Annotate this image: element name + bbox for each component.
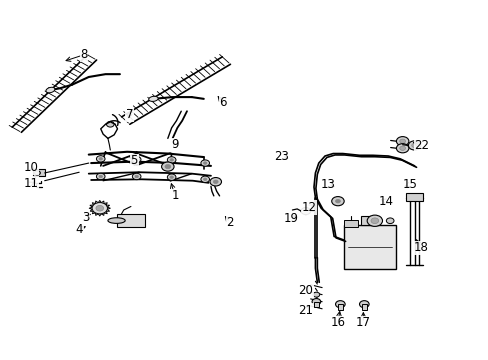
Text: 6: 6 (219, 96, 226, 109)
Circle shape (386, 218, 393, 224)
Circle shape (331, 197, 344, 206)
Circle shape (366, 215, 382, 226)
Text: 9: 9 (171, 138, 179, 151)
Circle shape (407, 141, 420, 150)
Circle shape (99, 175, 102, 178)
Circle shape (213, 180, 218, 184)
Circle shape (203, 162, 206, 164)
Circle shape (132, 173, 141, 180)
Text: 20: 20 (298, 284, 313, 297)
Text: 10: 10 (24, 161, 39, 174)
Text: 21: 21 (298, 304, 313, 317)
Text: 23: 23 (274, 149, 289, 162)
Circle shape (201, 160, 209, 166)
Circle shape (311, 298, 320, 305)
Circle shape (335, 199, 340, 203)
Circle shape (96, 156, 105, 162)
Bar (313, 302, 319, 307)
Text: 5: 5 (130, 154, 138, 167)
Circle shape (99, 158, 102, 160)
Text: 11: 11 (24, 177, 39, 190)
Text: 18: 18 (412, 241, 427, 254)
Circle shape (301, 207, 310, 215)
Circle shape (370, 218, 378, 224)
Circle shape (135, 175, 138, 178)
Circle shape (167, 157, 176, 163)
Text: 17: 17 (355, 316, 370, 329)
Circle shape (164, 165, 170, 169)
Bar (343, 220, 357, 227)
Bar (405, 193, 423, 201)
Circle shape (170, 176, 173, 179)
Ellipse shape (124, 218, 142, 224)
Text: 7: 7 (125, 108, 133, 121)
Circle shape (96, 206, 103, 211)
Text: 19: 19 (284, 212, 298, 225)
Bar (33, 170, 44, 176)
Text: 8: 8 (80, 48, 87, 61)
Circle shape (399, 139, 405, 143)
Circle shape (135, 158, 138, 161)
Circle shape (132, 156, 141, 163)
Circle shape (359, 301, 368, 308)
Circle shape (396, 144, 408, 153)
Circle shape (161, 162, 174, 171)
Circle shape (399, 146, 405, 150)
Text: 22: 22 (413, 139, 428, 152)
Circle shape (396, 136, 408, 146)
Text: 1: 1 (171, 189, 179, 202)
Circle shape (203, 178, 206, 181)
Circle shape (411, 143, 417, 148)
Circle shape (167, 174, 176, 180)
Ellipse shape (46, 87, 55, 93)
Bar (361, 304, 366, 310)
Circle shape (312, 292, 319, 297)
Circle shape (170, 159, 173, 161)
Bar (116, 214, 145, 227)
Bar (337, 304, 342, 310)
Circle shape (96, 173, 105, 180)
Text: 4: 4 (75, 223, 83, 236)
Text: 12: 12 (301, 201, 316, 214)
Circle shape (201, 176, 209, 183)
Circle shape (106, 121, 114, 127)
Circle shape (92, 203, 107, 214)
Text: 2: 2 (226, 216, 233, 229)
Circle shape (209, 177, 221, 186)
Text: 13: 13 (320, 178, 335, 191)
Circle shape (35, 171, 41, 175)
Text: 14: 14 (378, 195, 392, 208)
Bar (361, 216, 377, 225)
Text: 3: 3 (81, 211, 89, 224)
Bar (343, 225, 396, 269)
Text: 16: 16 (330, 316, 345, 329)
Ellipse shape (148, 96, 158, 102)
Ellipse shape (108, 218, 125, 224)
Circle shape (335, 301, 345, 308)
Text: 15: 15 (402, 178, 416, 191)
